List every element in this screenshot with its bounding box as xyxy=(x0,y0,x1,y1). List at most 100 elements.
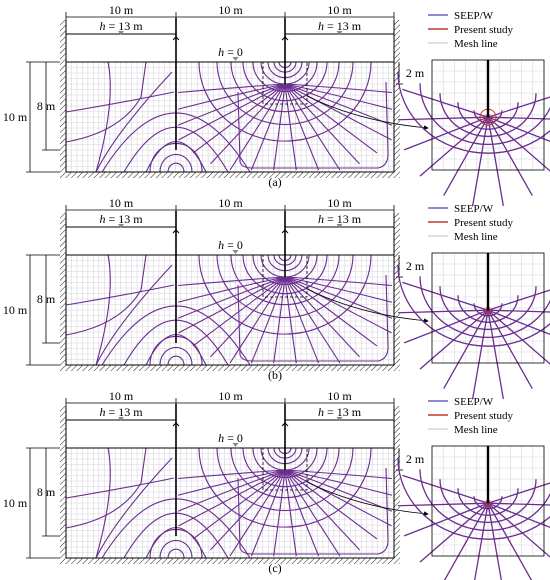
mesh-lines xyxy=(66,448,394,558)
equipotential-line xyxy=(167,355,185,366)
equipotential-line xyxy=(216,254,354,319)
equipotential-line xyxy=(242,254,328,295)
legend-label: Mesh line xyxy=(454,424,498,436)
zoom-mesh xyxy=(432,60,544,170)
height-total-label: 10 m xyxy=(3,496,28,510)
flow-line xyxy=(284,276,297,364)
detail-box xyxy=(262,254,308,298)
flow-line xyxy=(284,469,378,540)
panel-c: h = 13 m h = 0 h = 13 m 10 m 10 m 10 m 10 m 8 m… xyxy=(3,389,550,580)
equipotential-line xyxy=(230,254,340,306)
flow-line xyxy=(284,469,341,557)
wall-break-mark xyxy=(281,422,289,427)
flow-line xyxy=(250,83,286,171)
equipotential-line xyxy=(230,61,340,113)
equipotential-line xyxy=(198,61,372,142)
flow-line xyxy=(284,276,393,319)
head-right-label: h = 13 m xyxy=(318,405,362,419)
height-wall-label: 8 m xyxy=(37,485,56,499)
zoom-flow-net xyxy=(397,458,550,580)
water-level-symbol xyxy=(232,250,239,254)
equipotential-line xyxy=(397,458,550,540)
flow-line xyxy=(284,83,393,126)
flow-line xyxy=(250,469,286,557)
legend-label: SEEP/W xyxy=(454,396,494,408)
flow-line xyxy=(177,469,286,512)
water-level-symbol xyxy=(232,57,239,61)
right-boundary-hatch xyxy=(394,20,400,178)
flow-line xyxy=(237,274,389,362)
flow-line xyxy=(403,502,489,537)
equipotential-line xyxy=(439,93,537,137)
width-3-label: 10 m xyxy=(327,196,352,210)
flow-line xyxy=(487,482,550,504)
flow-line xyxy=(284,276,360,358)
bottom-boundary-hatch xyxy=(66,558,394,564)
flow-line xyxy=(177,276,286,287)
flow-line xyxy=(229,83,286,171)
flow-line xyxy=(95,254,111,366)
equipotential-line xyxy=(159,346,193,366)
flow-line xyxy=(210,276,286,358)
flow-line xyxy=(284,276,392,334)
flow-line xyxy=(419,116,489,177)
legend-label: SEEP/W xyxy=(454,10,494,22)
panel-b: h = 13 m h = 0 h = 13 m 10 m 10 m 10 m 10 m 8 m… xyxy=(3,196,550,399)
flow-line xyxy=(284,83,341,171)
flow-line xyxy=(398,502,489,507)
flow-line xyxy=(65,477,175,499)
detail-depth-label: 2 m xyxy=(406,259,425,273)
head-right-label: h = 13 m xyxy=(318,19,362,33)
detail-depth-label: 2 m xyxy=(406,452,425,466)
equipotential-line xyxy=(457,102,519,130)
left-boundary-hatch xyxy=(60,213,66,371)
flow-line xyxy=(284,469,393,512)
head-middle-label: h = 0 xyxy=(218,45,243,59)
head-left-label: h = 13 m xyxy=(99,212,143,226)
equipotential-line xyxy=(439,286,537,330)
right-boundary-hatch xyxy=(394,406,400,564)
equipotential-line xyxy=(252,254,318,285)
zoom-arrow xyxy=(306,481,429,517)
flow-line xyxy=(284,276,393,287)
flow-line xyxy=(487,309,550,365)
flow-line xyxy=(192,469,286,540)
flow-line xyxy=(284,469,360,551)
equipotential-line xyxy=(419,469,550,532)
water-level-symbol xyxy=(118,31,124,35)
flow-line xyxy=(472,117,489,206)
flow-line xyxy=(65,61,147,143)
height-total-label: 10 m xyxy=(3,110,28,124)
equipotential-line xyxy=(252,61,318,92)
flow-net-right xyxy=(177,254,393,364)
wall-break-mark xyxy=(172,422,180,427)
width-2-label: 10 m xyxy=(218,3,243,17)
flow-line xyxy=(273,83,286,171)
flow-line xyxy=(487,309,550,336)
wall-break-mark xyxy=(281,229,289,234)
mesh-lines xyxy=(66,62,394,172)
flow-line xyxy=(284,469,392,527)
flow-line xyxy=(487,116,533,196)
flow-line xyxy=(250,276,286,364)
flow-line xyxy=(284,276,378,347)
equipotential-line xyxy=(397,72,550,154)
detail-box xyxy=(262,61,308,105)
head-right-label: h = 13 m xyxy=(318,212,362,226)
zoom-frame xyxy=(431,445,545,557)
flow-line xyxy=(487,309,533,389)
flow-line xyxy=(487,502,533,580)
flow-line xyxy=(177,276,286,303)
mesh-lines xyxy=(66,255,394,365)
flow-line xyxy=(403,309,489,344)
equipotential-line xyxy=(473,496,503,510)
height-wall-label: 8 m xyxy=(37,292,56,306)
flow-line xyxy=(402,281,489,311)
flow-line xyxy=(487,116,550,120)
panel-label: (a) xyxy=(268,175,281,189)
flow-line xyxy=(284,83,392,141)
flow-line xyxy=(284,83,297,171)
flow-line xyxy=(398,309,489,314)
